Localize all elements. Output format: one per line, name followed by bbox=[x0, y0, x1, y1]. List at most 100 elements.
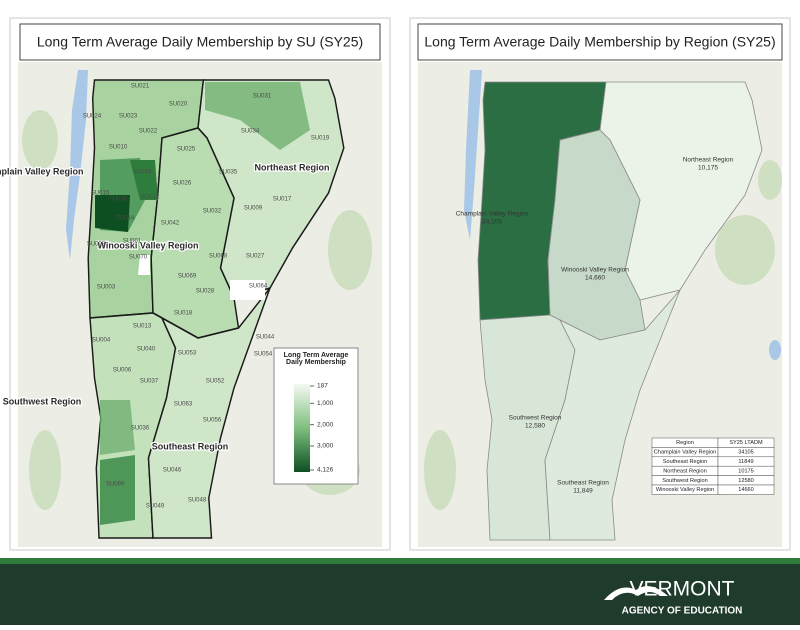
region-name: Southwest Region bbox=[509, 415, 562, 422]
su-label: SU017 bbox=[273, 197, 292, 203]
su-label: SU014 bbox=[116, 216, 135, 222]
region-label: Southwest Region bbox=[3, 396, 82, 406]
table-text: 14660 bbox=[738, 487, 754, 493]
su-label: SU048 bbox=[188, 498, 207, 504]
table-text: Champlain Valley Region bbox=[654, 450, 716, 456]
region-label: Champlain Valley Region bbox=[0, 166, 84, 176]
right-title: Long Term Average Daily Membership by Re… bbox=[424, 34, 775, 50]
legend-box bbox=[273, 347, 359, 485]
table-text: 11849 bbox=[738, 459, 753, 465]
su-label: SU069 bbox=[178, 274, 197, 280]
table-header: SY25 LTADM bbox=[729, 440, 763, 446]
legend-tick-label: 187 bbox=[317, 383, 328, 390]
legend-title-holder: Long Term Average Daily Membership bbox=[283, 352, 349, 366]
su-label: SU028 bbox=[196, 289, 215, 295]
footer-stripe bbox=[0, 558, 800, 564]
su-label: SU034 bbox=[241, 129, 260, 135]
su-label: SU021 bbox=[131, 84, 150, 90]
su-label: SU099 bbox=[106, 482, 125, 488]
lakes bbox=[66, 70, 781, 360]
region-value: 34,105 bbox=[482, 219, 502, 226]
region-label: Southeast Region bbox=[152, 441, 229, 451]
region-label: Northeast Region bbox=[254, 162, 329, 172]
su-label: SU013 bbox=[133, 324, 152, 330]
su-label: SU004 bbox=[92, 338, 111, 344]
su-label: SU049 bbox=[146, 504, 165, 510]
su-label: SU022 bbox=[139, 129, 158, 135]
region-value: 14,660 bbox=[585, 275, 605, 282]
region-name: Northeast Region bbox=[683, 157, 734, 164]
legend-tick-label: 4,126 bbox=[317, 467, 334, 474]
su-label: SU023 bbox=[119, 114, 138, 120]
su-label: SU012 bbox=[141, 195, 160, 201]
map-labels: Champlain Valley Region 34,105 Northeast R… bbox=[0, 84, 734, 510]
region-name: Winooski Valley Region bbox=[561, 267, 629, 274]
su-label: SU015 bbox=[91, 191, 110, 197]
su-label: SU003 bbox=[97, 285, 116, 291]
su-label: SU032 bbox=[203, 209, 222, 215]
legend-tick-label: 2,000 bbox=[317, 421, 334, 428]
table-text: Southeast Region bbox=[663, 459, 707, 465]
table-text: 10175 bbox=[738, 468, 754, 474]
region-value: 11,849 bbox=[573, 488, 593, 495]
su-label: SU010 bbox=[109, 145, 128, 151]
footer bbox=[0, 558, 800, 625]
su-label: SU026 bbox=[173, 181, 192, 187]
su-label: SU056 bbox=[203, 418, 222, 424]
su-label: SU002 bbox=[87, 242, 106, 248]
su-region-area bbox=[147, 287, 271, 539]
legend: Long Term Average Daily Membership bbox=[273, 347, 359, 485]
su-label: SU027 bbox=[246, 254, 265, 260]
su-label: SU025 bbox=[177, 147, 196, 153]
su-label: SU045 bbox=[133, 170, 152, 176]
legend-ticks: 187 1,000 2,000 3,000 4,126 bbox=[310, 383, 334, 474]
su-label: SU035 bbox=[219, 170, 238, 176]
table-text: Winooski Valley Region bbox=[656, 487, 714, 493]
su-label: SU063 bbox=[174, 402, 193, 408]
su-label: SU042 bbox=[161, 221, 180, 227]
su-label: SU020 bbox=[169, 102, 188, 108]
left-title-box bbox=[19, 23, 381, 61]
su-label: SU053 bbox=[178, 351, 197, 357]
region-area bbox=[544, 289, 681, 541]
su-label: SU054 bbox=[254, 352, 273, 358]
footer-brand: VERMONT bbox=[630, 578, 735, 601]
logo-mountains bbox=[604, 586, 668, 600]
su-label: SU001 bbox=[123, 239, 142, 245]
su-label: SU006 bbox=[113, 368, 132, 374]
table-text: 12580 bbox=[738, 478, 754, 484]
su-label: SU031 bbox=[253, 94, 272, 100]
region-label: Winooski Valley Region bbox=[98, 240, 199, 250]
table-cell bbox=[717, 484, 775, 495]
footer-subtitle: AGENCY OF EDUCATION bbox=[622, 606, 743, 617]
su-label: SU016 bbox=[109, 197, 128, 203]
right-map bbox=[477, 81, 763, 541]
su-label: SU052 bbox=[206, 379, 225, 385]
region-table: Region SY25 LTADM Champlain Valley Region 3… bbox=[651, 437, 775, 495]
left-title: Long Term Average Daily Membership by SU… bbox=[37, 34, 363, 50]
su-label: SU024 bbox=[83, 114, 102, 120]
legend-tick-label: 3,000 bbox=[317, 443, 334, 450]
region-name: Southeast Region bbox=[557, 480, 609, 487]
legend-ramp bbox=[294, 384, 310, 472]
su-label: SU040 bbox=[137, 347, 156, 353]
right-title-box bbox=[417, 23, 783, 61]
su-label: SU019 bbox=[311, 136, 330, 142]
region-value: 10,175 bbox=[698, 165, 718, 172]
su-label: SU018 bbox=[174, 311, 193, 317]
su-label: SU044 bbox=[256, 335, 275, 341]
su-label: SU070 bbox=[129, 255, 148, 261]
su-label: SU046 bbox=[163, 468, 182, 474]
su-label: SU037 bbox=[140, 379, 159, 385]
table-text: 34105 bbox=[738, 450, 754, 456]
su-shading bbox=[95, 82, 310, 525]
su-label: SU068 bbox=[209, 254, 228, 260]
legend-title: Long Term Average Daily Membership bbox=[283, 352, 349, 366]
table-header: Region bbox=[676, 440, 694, 446]
table-text: Southwest Region bbox=[662, 478, 707, 484]
table-text: Northeast Region bbox=[663, 468, 707, 474]
su-label: SU009 bbox=[244, 206, 263, 212]
su-label: SU064 bbox=[249, 284, 268, 290]
